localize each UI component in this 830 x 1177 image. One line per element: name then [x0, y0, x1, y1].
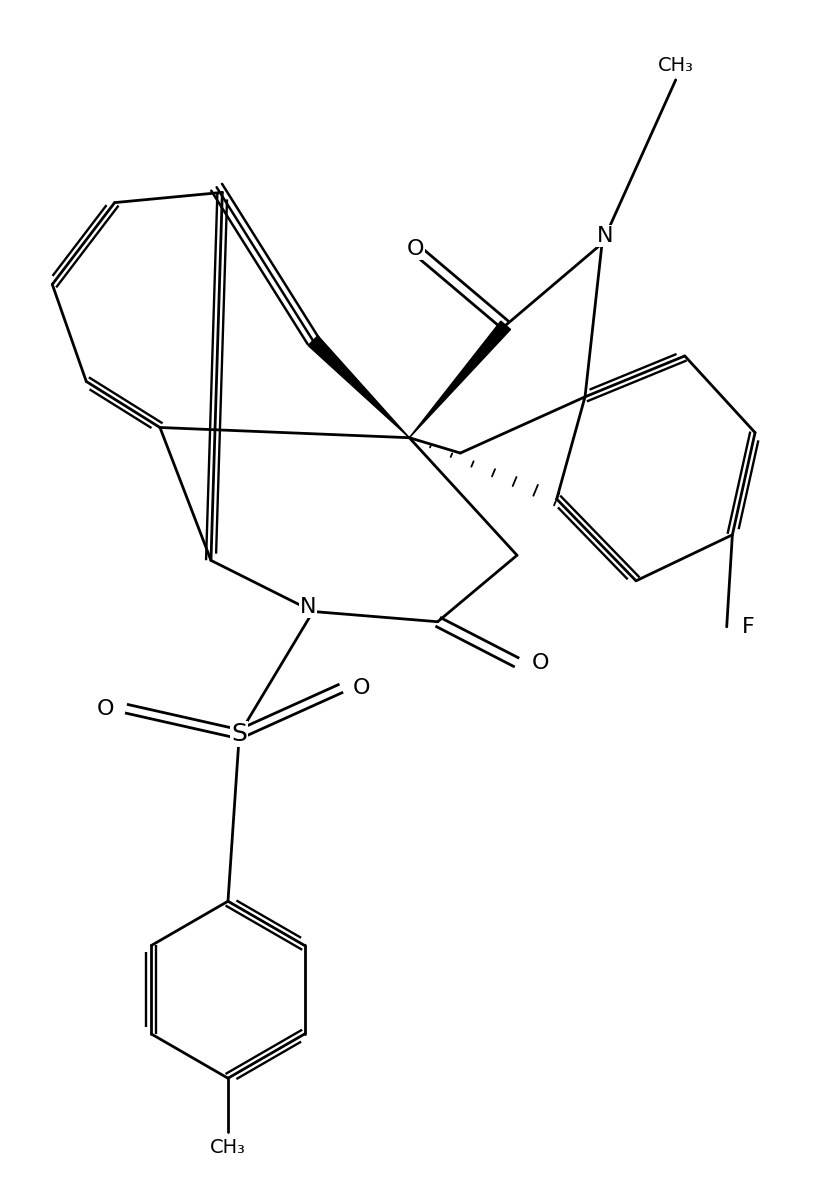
Text: O: O [353, 678, 371, 698]
Polygon shape [409, 321, 510, 438]
Text: S: S [232, 723, 247, 746]
Text: O: O [96, 699, 115, 719]
Text: CH₃: CH₃ [657, 55, 694, 74]
Text: O: O [406, 239, 424, 259]
Text: CH₃: CH₃ [210, 1137, 246, 1157]
Polygon shape [308, 335, 409, 438]
Text: N: N [597, 226, 613, 246]
Text: O: O [532, 652, 549, 672]
Text: F: F [741, 617, 754, 637]
Text: N: N [300, 597, 316, 617]
